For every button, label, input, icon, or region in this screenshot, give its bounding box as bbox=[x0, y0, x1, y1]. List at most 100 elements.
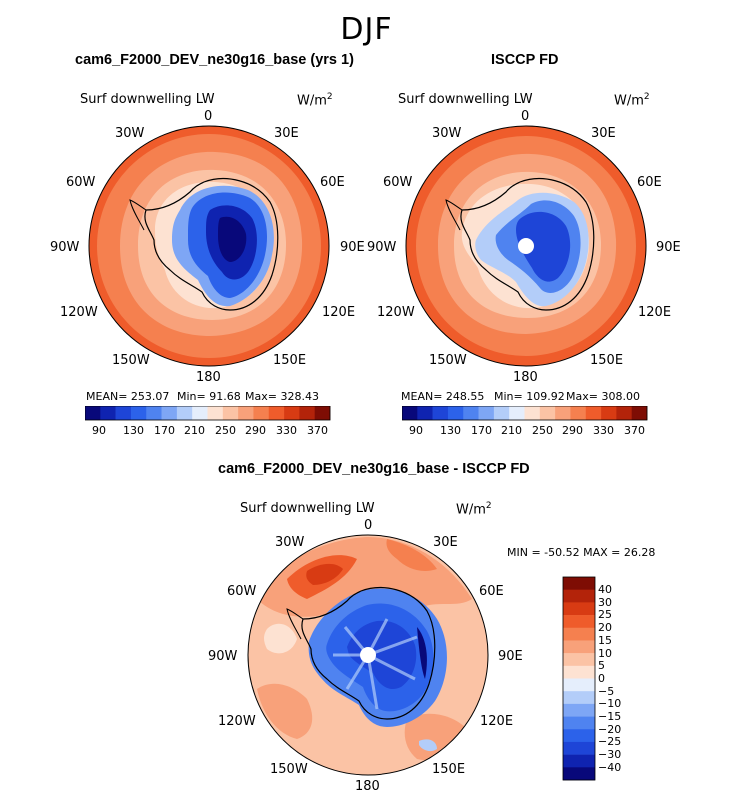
colorbar-swatch bbox=[100, 406, 116, 420]
lon-label-30e-obs: 30E bbox=[591, 126, 616, 141]
colorbar-swatch bbox=[563, 754, 595, 768]
colorbar-tick: −10 bbox=[598, 697, 622, 711]
stats-minmax-diff: MIN = -50.52 MAX = 26.28 bbox=[507, 546, 656, 559]
colorbar-tick: 330 bbox=[593, 424, 614, 437]
lon-label-30w-obs: 30W bbox=[432, 126, 462, 141]
colorbar-swatch bbox=[563, 703, 595, 717]
lon-label-90w-diff: 90W bbox=[208, 649, 238, 664]
colorbar-swatch bbox=[616, 406, 632, 420]
lon-label-0-obs: 0 bbox=[521, 109, 530, 124]
lon-label-150e-obs: 150E bbox=[590, 353, 624, 368]
panel-title-obs: ISCCP FD bbox=[491, 52, 559, 68]
colorbar-frame bbox=[562, 576, 596, 781]
colorbar-swatch bbox=[563, 691, 595, 705]
colorbar-tick: −15 bbox=[598, 710, 622, 723]
colorbar-ticks-model: 90 130 170 210 250 290 330 370 bbox=[85, 424, 335, 438]
lon-label-90e-model: 90E bbox=[340, 240, 365, 255]
colorbar-swatch bbox=[524, 406, 541, 420]
colorbar-model bbox=[85, 406, 331, 421]
map-fill-obs bbox=[406, 126, 646, 366]
colorbar-swatch bbox=[631, 406, 648, 420]
colorbar-tick: −40 bbox=[598, 760, 622, 774]
units-label-model: W/m2 bbox=[297, 92, 333, 109]
colorbar-swatch bbox=[176, 406, 193, 420]
stats-min-model: Min= 91.68 bbox=[177, 390, 241, 403]
lon-label-60e-model: 60E bbox=[320, 175, 345, 190]
colorbar-tick: 15 bbox=[598, 633, 612, 647]
colorbar-tick: 170 bbox=[471, 424, 492, 437]
colorbar-ticks-obs: 90 130 170 210 250 290 330 370 bbox=[402, 424, 652, 438]
colorbar-tick: −30 bbox=[598, 748, 622, 762]
colorbar-tick: 250 bbox=[532, 424, 553, 437]
units-label-diff: W/m2 bbox=[456, 501, 492, 518]
colorbar-swatch bbox=[447, 406, 464, 420]
colorbar-tick: 90 bbox=[92, 424, 106, 437]
lon-label-0-diff: 0 bbox=[364, 518, 373, 533]
colorbar-swatch bbox=[284, 406, 300, 420]
polar-map-model bbox=[88, 125, 330, 367]
polar-map-obs bbox=[405, 125, 647, 367]
colorbar-tick: 130 bbox=[440, 424, 461, 437]
colorbar-swatch bbox=[146, 406, 162, 420]
colorbar-swatch bbox=[314, 406, 331, 420]
lon-label-120e-obs: 120E bbox=[638, 305, 672, 320]
colorbar-swatch bbox=[563, 767, 595, 781]
colorbar-obs bbox=[402, 406, 648, 421]
map-fill-diff bbox=[248, 535, 488, 775]
lon-label-60e-obs: 60E bbox=[637, 175, 662, 190]
lon-label-90w-obs: 90W bbox=[367, 240, 397, 255]
panel-title-diff: cam6_F2000_DEV_ne30g16_base - ISCCP FD bbox=[218, 461, 530, 477]
lon-label-90e-diff: 90E bbox=[498, 649, 523, 664]
lon-label-120w-model: 120W bbox=[60, 305, 98, 320]
colorbar-tick: 290 bbox=[245, 424, 266, 437]
units-label-obs: W/m2 bbox=[614, 92, 650, 109]
colorbar-tick: 290 bbox=[562, 424, 583, 437]
lon-label-60w-model: 60W bbox=[66, 175, 96, 190]
colorbar-tick: 370 bbox=[624, 424, 645, 437]
lon-label-180-diff: 180 bbox=[355, 779, 380, 794]
colorbar-swatch bbox=[85, 406, 101, 420]
lon-label-180-model: 180 bbox=[196, 370, 221, 385]
lon-label-30e-diff: 30E bbox=[433, 535, 458, 550]
stats-mean-model: MEAN= 253.07 bbox=[86, 390, 170, 403]
lon-label-90w-model: 90W bbox=[50, 240, 80, 255]
colorbar-swatch bbox=[432, 406, 449, 420]
colorbar-swatch bbox=[402, 406, 418, 420]
colorbar-swatch bbox=[130, 406, 147, 420]
variable-label-model: Surf downwelling LW bbox=[80, 92, 215, 107]
colorbar-swatch bbox=[601, 406, 617, 420]
colorbar-tick: 0 bbox=[598, 671, 605, 685]
colorbar-swatch bbox=[253, 406, 270, 420]
colorbar-diff bbox=[562, 576, 596, 781]
lon-label-120e-diff: 120E bbox=[480, 714, 514, 729]
variable-label-obs: Surf downwelling LW bbox=[398, 92, 533, 107]
colorbar-swatch bbox=[563, 627, 595, 641]
colorbar-swatch bbox=[563, 615, 595, 629]
lon-label-60w-diff: 60W bbox=[227, 584, 257, 599]
lon-label-90e-obs: 90E bbox=[656, 240, 681, 255]
colorbar-swatch bbox=[563, 716, 595, 730]
colorbar-swatch bbox=[563, 602, 595, 616]
colorbar-tick: 130 bbox=[123, 424, 144, 437]
colorbar-swatch bbox=[563, 577, 595, 590]
colorbar-swatch bbox=[555, 406, 571, 420]
stats-max-model: Max= 328.43 bbox=[245, 390, 319, 403]
lon-label-120e-model: 120E bbox=[322, 305, 356, 320]
lon-label-30w-model: 30W bbox=[115, 126, 145, 141]
variable-label-diff: Surf downwelling LW bbox=[240, 501, 375, 516]
colorbar-swatch bbox=[563, 665, 595, 679]
colorbar-swatch bbox=[563, 678, 595, 692]
colorbar-swatch bbox=[563, 729, 595, 743]
colorbar-swatch bbox=[268, 406, 285, 420]
stats-mean-obs: MEAN= 248.55 bbox=[401, 390, 485, 403]
colorbar-swatch bbox=[161, 406, 178, 420]
colorbar-tick: −20 bbox=[598, 722, 622, 736]
colorbar-swatch bbox=[192, 406, 208, 420]
colorbar-swatch bbox=[463, 406, 479, 420]
map-fill-model bbox=[89, 126, 329, 366]
colorbar-swatch bbox=[585, 406, 602, 420]
colorbar-tick: 25 bbox=[598, 608, 612, 622]
colorbar-swatch bbox=[115, 406, 132, 420]
lon-label-30e-model: 30E bbox=[274, 126, 299, 141]
lon-label-30w-diff: 30W bbox=[275, 535, 305, 550]
